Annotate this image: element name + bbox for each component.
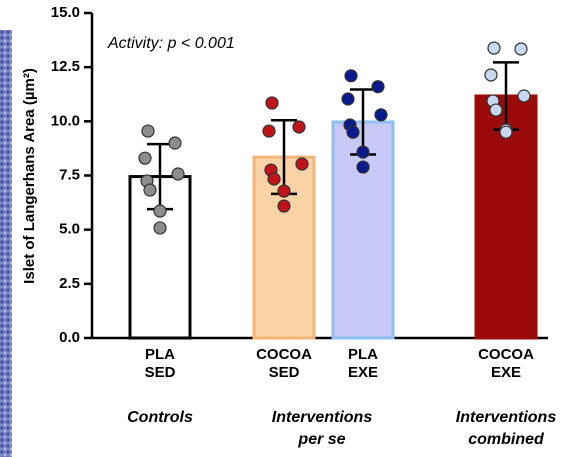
data-point xyxy=(168,136,182,150)
data-point xyxy=(277,199,291,213)
y-tick-label: 7.5 xyxy=(59,166,80,183)
data-point xyxy=(371,80,385,94)
group-label: Controls xyxy=(127,409,193,426)
data-point xyxy=(267,172,281,186)
data-point xyxy=(143,183,157,197)
data-point xyxy=(356,160,370,174)
x-tick-label: PLA xyxy=(348,346,378,363)
data-point xyxy=(487,41,501,55)
data-point xyxy=(514,42,528,56)
data-point xyxy=(344,69,358,83)
annotation: Activity: p < 0.001 xyxy=(107,35,235,52)
data-point xyxy=(346,125,360,139)
group-label: per se xyxy=(297,431,345,448)
data-point xyxy=(517,89,531,103)
y-tick-label: 5.0 xyxy=(59,221,80,238)
data-point xyxy=(141,124,155,138)
x-tick-label: PLA xyxy=(145,346,175,363)
x-tick-label: SED xyxy=(269,364,300,381)
data-point xyxy=(265,96,279,110)
group-label: Interventions xyxy=(272,409,373,426)
y-axis-label: Islet of Langerhans Area (µm²) xyxy=(21,68,38,284)
data-point xyxy=(153,204,167,218)
data-point xyxy=(295,157,309,171)
group-label: Interventions xyxy=(456,409,557,426)
data-point xyxy=(292,120,306,134)
data-point xyxy=(374,108,388,122)
y-tick-label: 0.0 xyxy=(59,329,80,346)
data-point xyxy=(153,221,167,235)
data-point xyxy=(171,167,185,181)
y-tick-label: 12.5 xyxy=(51,58,80,75)
data-point xyxy=(484,68,498,82)
y-tick-label: 15.0 xyxy=(51,4,80,21)
data-point xyxy=(341,92,355,106)
x-tick-label: COCOA xyxy=(256,346,312,363)
x-tick-label: SED xyxy=(145,364,176,381)
x-tick-label: EXE xyxy=(491,364,521,381)
y-tick-label: 2.5 xyxy=(59,275,80,292)
x-tick-label: COCOA xyxy=(478,346,534,363)
data-point xyxy=(499,125,513,139)
data-point xyxy=(277,184,291,198)
data-point xyxy=(138,151,152,165)
data-point xyxy=(262,124,276,138)
y-tick-label: 10.0 xyxy=(51,112,80,129)
x-tick-label: EXE xyxy=(348,364,378,381)
background-image-strip xyxy=(0,30,12,457)
data-point xyxy=(356,145,370,159)
group-label: combined xyxy=(468,431,545,448)
data-point xyxy=(489,103,503,117)
